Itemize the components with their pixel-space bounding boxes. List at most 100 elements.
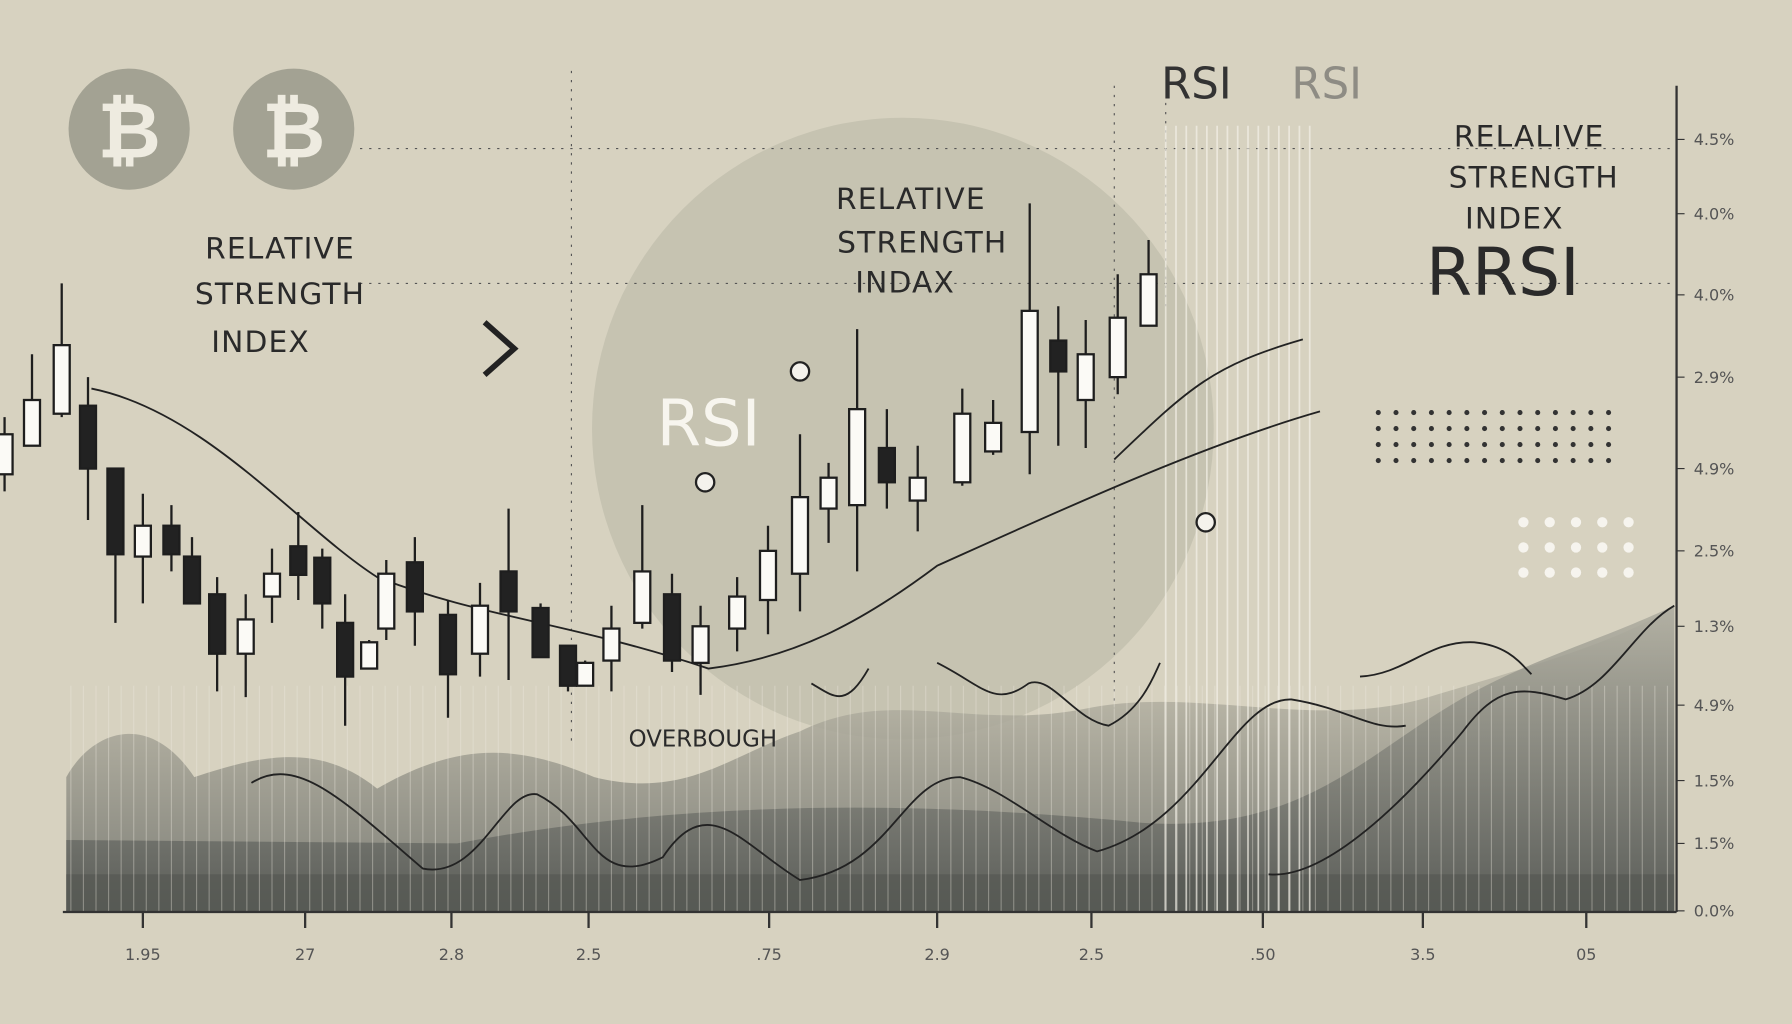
curve <box>1268 604 1675 876</box>
dot <box>1428 458 1434 464</box>
candle-body <box>819 476 838 510</box>
area-front <box>66 605 1675 912</box>
x-tick-label: 2.5 <box>576 945 601 964</box>
y-tick-label: 4.9% <box>1694 696 1735 715</box>
curve <box>250 698 1406 881</box>
dot <box>1570 567 1582 578</box>
candle-body <box>335 621 355 678</box>
candle-body <box>758 549 778 602</box>
dot <box>1535 458 1541 464</box>
dot <box>1570 410 1576 416</box>
decorations <box>0 70 1685 928</box>
candle-body <box>162 524 181 556</box>
candle-body <box>691 625 710 664</box>
candle-body <box>877 446 896 484</box>
dot <box>1411 442 1417 448</box>
candle-body <box>908 476 927 502</box>
candle-body <box>438 613 458 676</box>
icon-glyph: ₿ <box>97 87 160 177</box>
x-tick-label: 1.95 <box>125 945 161 964</box>
marker <box>789 361 811 382</box>
dot <box>1464 442 1470 448</box>
dot <box>1411 458 1417 464</box>
dot <box>1499 410 1505 416</box>
candle-body <box>576 661 595 687</box>
dot <box>1588 442 1594 448</box>
dot <box>1428 442 1434 448</box>
dot <box>1375 442 1381 448</box>
candle-body <box>22 398 42 447</box>
dot <box>1446 458 1452 464</box>
x-tick-label: .75 <box>756 945 781 964</box>
label-line: STRENGTH <box>195 277 365 312</box>
top-title: RSI <box>1161 59 1232 109</box>
dot <box>1482 410 1488 416</box>
chevron <box>482 320 519 377</box>
dot <box>1393 410 1399 416</box>
candle-body <box>289 545 308 576</box>
candle-body <box>499 570 518 613</box>
dot <box>1570 458 1576 464</box>
label-line: STRENGTH <box>1449 160 1619 195</box>
dot <box>1544 542 1555 553</box>
candle-body <box>182 555 202 605</box>
annotation: OVERBOUGH <box>629 726 777 752</box>
y-tick-label: 1.5% <box>1694 771 1735 790</box>
dot <box>1446 410 1452 416</box>
dot <box>1428 410 1434 416</box>
candle-body <box>208 593 227 655</box>
dot <box>1482 458 1488 464</box>
dot <box>1623 567 1634 578</box>
dot <box>1588 410 1594 416</box>
candle-body <box>52 343 71 415</box>
dot <box>1606 442 1612 448</box>
curve <box>1113 338 1304 461</box>
dot <box>1411 410 1417 416</box>
candle-body <box>470 604 490 655</box>
label-line: INDEX <box>1465 202 1564 237</box>
x-tick-label: 3.5 <box>1410 945 1435 964</box>
marker <box>694 472 716 493</box>
dot <box>1375 458 1381 464</box>
dot <box>1482 426 1488 432</box>
y-tick-label: 1.5% <box>1694 834 1735 853</box>
dot <box>1517 458 1523 464</box>
candle-body <box>728 595 747 630</box>
dot <box>1606 410 1612 416</box>
dot <box>1518 567 1529 578</box>
x-tick-label: 2.5 <box>1079 945 1104 964</box>
candle-body <box>0 433 14 476</box>
dot <box>1552 442 1558 448</box>
dot <box>1597 567 1608 578</box>
dot <box>1482 442 1488 448</box>
candle-body <box>106 467 125 556</box>
candle-body <box>377 572 396 630</box>
icon-glyph: ₿ <box>262 87 325 177</box>
center-title: RSI <box>657 388 761 462</box>
candle-body <box>633 570 652 624</box>
candle-body <box>1108 316 1127 379</box>
dot <box>1375 410 1381 416</box>
bitcoin-icon <box>233 68 355 190</box>
right-title: RRSI <box>1426 233 1580 311</box>
marker <box>1195 511 1216 533</box>
dot <box>1570 542 1582 553</box>
label-line: STRENGTH <box>837 226 1007 261</box>
label-line: RELATIVE <box>205 231 355 266</box>
x-tick-label: .50 <box>1250 945 1275 964</box>
dot <box>1464 458 1470 464</box>
top-title: RSI <box>1291 59 1362 109</box>
dot <box>1393 426 1399 432</box>
candle-body <box>359 641 379 670</box>
dot <box>1518 517 1529 528</box>
dot <box>1544 567 1555 578</box>
x-tick-label: 2.9 <box>924 945 949 964</box>
dot <box>1606 426 1612 432</box>
candle-body <box>78 404 98 470</box>
dot <box>1393 458 1399 464</box>
candle-body <box>790 496 810 575</box>
candle-body <box>236 618 255 655</box>
dot <box>1544 517 1555 528</box>
y-tick-label: 1.3% <box>1694 617 1735 636</box>
